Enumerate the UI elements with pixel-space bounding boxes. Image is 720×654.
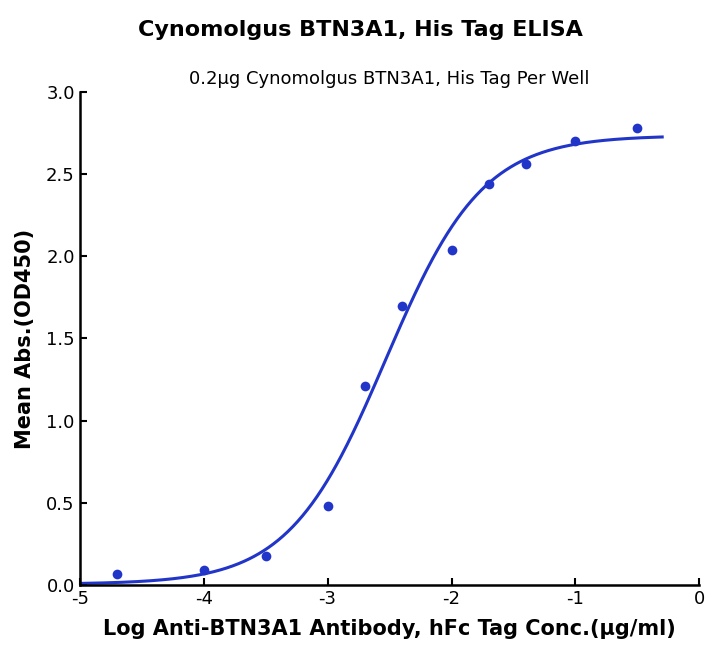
Y-axis label: Mean Abs.(OD450): Mean Abs.(OD450) [15, 228, 35, 449]
X-axis label: Log Anti-BTN3A1 Antibody, hFc Tag Conc.(μg/ml): Log Anti-BTN3A1 Antibody, hFc Tag Conc.(… [103, 619, 676, 639]
Title: 0.2μg Cynomolgus BTN3A1, His Tag Per Well: 0.2μg Cynomolgus BTN3A1, His Tag Per Wel… [189, 69, 590, 88]
Text: Cynomolgus BTN3A1, His Tag ELISA: Cynomolgus BTN3A1, His Tag ELISA [138, 20, 582, 40]
